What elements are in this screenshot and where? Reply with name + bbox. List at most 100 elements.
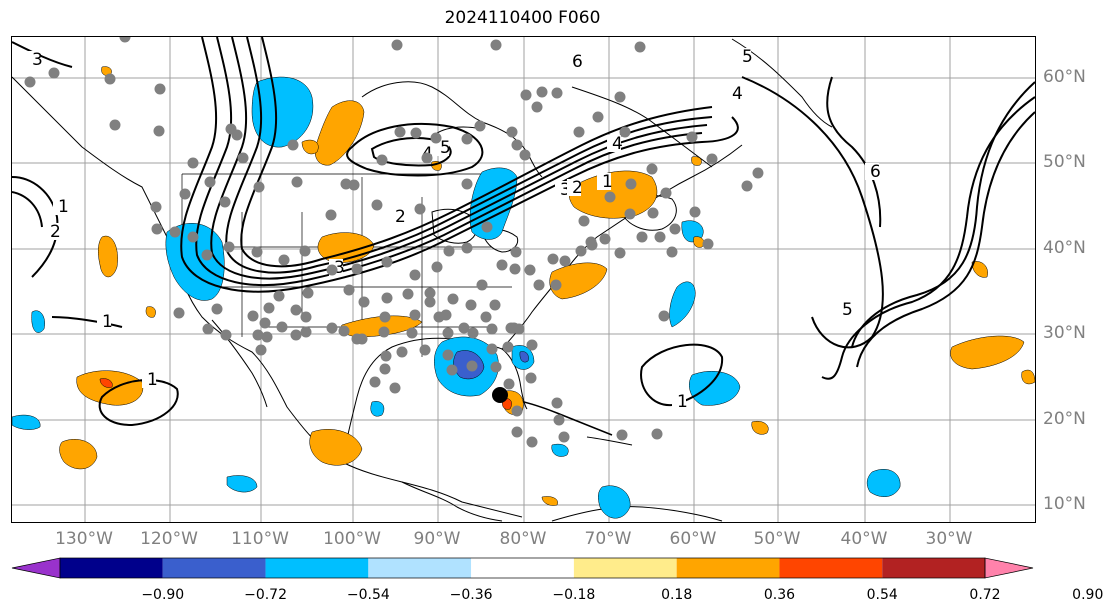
contour-label: 1 [147,370,158,390]
colorbar-segment [265,558,369,578]
map-canvas: 3456432121111234565 [12,37,1035,522]
colorbar-segment [471,558,574,578]
colorbar-tick-label: −0.54 [346,587,390,603]
station-dot [551,87,563,99]
lon-label-30w: 30°W [925,529,973,549]
contour-label-bg [45,223,59,240]
station-dot [575,245,587,257]
station-dot [525,372,537,384]
station-dot [381,256,393,268]
station-dot [48,67,60,79]
station-dot [369,376,381,388]
station-dot [524,264,536,276]
station-dot [263,302,275,314]
station-dot [604,191,616,203]
station-dot [474,120,486,132]
station-dot [702,238,714,250]
station-dot [578,215,590,227]
station-dot [658,310,670,322]
colorbar-tick-label: 0.18 [661,587,693,603]
station-dot [409,309,421,321]
station-dot [154,83,166,95]
lon-label-100w: 100°W [323,529,381,549]
colorbar-segment [573,558,677,578]
station-dot [689,206,701,218]
lat-label-30n: 30°N [1043,323,1086,343]
contour-label: 2 [50,222,61,242]
station-dot [201,249,213,261]
station-dot [299,245,311,257]
station-dot [378,326,390,338]
colorbar-segment [676,558,780,578]
colorbar-tick-label: −0.72 [244,587,287,603]
station-dot [511,139,523,151]
station-dot [187,231,199,243]
station-dot [558,431,570,443]
station-dot [551,397,563,409]
station-dot [348,179,360,191]
station-dot [391,39,403,51]
station-dot [519,149,531,161]
station-dot [204,176,216,188]
station-dot [430,132,442,144]
colorbar-segment [882,558,985,578]
station-dot [394,126,406,138]
contour-label: 5 [742,47,753,67]
station-dot [380,350,392,362]
station-dot [550,279,562,291]
station-dot [340,178,352,190]
contour-label: 6 [870,162,881,182]
station-dot [616,429,628,441]
station-dot [104,73,116,85]
lat-label-50n: 50°N [1043,152,1086,172]
station-dot [389,382,401,394]
station-dot [219,196,231,208]
contour-label-bg [435,139,449,156]
station-dot [592,111,604,123]
lon-label-110w: 110°W [231,529,289,549]
station-dot [446,364,458,376]
lon-label-80w: 80°W [499,529,547,549]
station-dot [255,344,267,356]
station-dot [376,154,388,166]
lon-label-130w: 130°W [55,529,113,549]
contour-label-bg [865,163,879,180]
station-dot [410,127,422,139]
station-dot [24,76,36,88]
station-dot [486,343,498,355]
station-dot [510,246,522,258]
map-title: 2024110400 F060 [444,8,601,28]
station-dot [173,307,185,319]
contour-label: 1 [677,392,688,412]
station-dot [424,287,436,299]
station-dot [252,329,264,341]
station-dot [465,299,477,311]
station-dot [586,239,598,251]
station-dot [489,299,501,311]
colorbar-tick-label: −0.36 [449,587,493,603]
lat-label-10n: 10°N [1043,494,1086,514]
station-dot [509,263,521,275]
station-dot [291,176,303,188]
station-dot [351,333,363,345]
contour-label: 2 [572,178,583,198]
station-dot [476,279,488,291]
station-dot [466,360,478,372]
lon-label-50w: 50°W [753,529,801,549]
station-dot [503,378,515,390]
contour-lines [12,37,1035,427]
station-dot [424,296,436,308]
station-dot [496,259,508,271]
station-dot [150,201,162,213]
station-dot [573,126,585,138]
station-dot [443,245,455,257]
station-dot [531,101,543,113]
station-dot [442,349,454,361]
station-dot [419,344,431,356]
lon-label-120w: 120°W [140,529,198,549]
station-dot [343,284,355,296]
station-dot [278,254,290,266]
station-dot [752,167,764,179]
contour-label-bg [567,179,581,196]
station-dot [402,288,414,300]
